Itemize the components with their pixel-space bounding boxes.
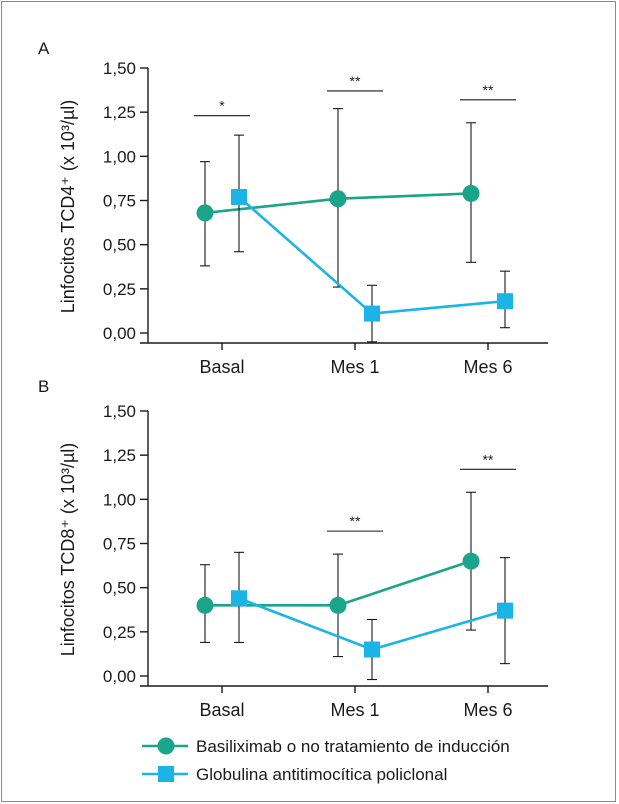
- x-tick-label: Mes 1: [330, 357, 379, 377]
- series-point-square: [364, 305, 380, 322]
- y-tick-label: 0,25: [103, 623, 136, 642]
- legend-marker-square: [158, 766, 174, 782]
- y-axis-title: Linfocitos TCD8⁺ (x 10³/µl): [58, 443, 78, 657]
- series-point-square: [497, 293, 513, 310]
- significance-label: **: [350, 513, 361, 529]
- series-point-square: [364, 641, 380, 658]
- y-tick-label: 0,00: [103, 667, 136, 686]
- series-point-square: [231, 188, 247, 205]
- y-tick-label: 0,50: [103, 579, 136, 598]
- series-point-circle: [329, 190, 347, 208]
- y-tick-label: 1,00: [103, 490, 136, 509]
- x-tick-label: Basal: [199, 700, 244, 720]
- series-point-circle: [462, 184, 480, 202]
- y-tick-label: 1,50: [103, 59, 136, 78]
- legend-marker-circle: [157, 737, 175, 755]
- x-tick-label: Basal: [199, 357, 244, 377]
- series-point-circle: [329, 596, 347, 614]
- significance-label: **: [483, 451, 494, 467]
- y-tick-label: 0,25: [103, 280, 136, 299]
- significance-label: *: [219, 98, 225, 114]
- x-tick-label: Mes 6: [463, 700, 512, 720]
- y-tick-label: 0,75: [103, 192, 136, 211]
- panel-label: B: [38, 377, 49, 396]
- significance-label: **: [350, 73, 361, 89]
- x-tick-label: Mes 6: [463, 357, 512, 377]
- y-tick-label: 1,25: [103, 446, 136, 465]
- y-tick-label: 0,50: [103, 236, 136, 255]
- series-point-circle: [462, 552, 480, 570]
- x-tick-label: Mes 1: [330, 700, 379, 720]
- y-tick-label: 1,50: [103, 402, 136, 421]
- legend-label: Basiliximab o no tratamiento de inducció…: [196, 737, 510, 756]
- series-point-circle: [196, 596, 214, 614]
- significance-label: **: [483, 82, 494, 98]
- legend-label: Globulina antitimocítica policlonal: [196, 765, 447, 784]
- y-tick-label: 0,75: [103, 535, 136, 554]
- series-point-square: [231, 590, 247, 607]
- series-point-circle: [196, 204, 214, 222]
- y-tick-label: 0,00: [103, 324, 136, 343]
- y-tick-label: 1,25: [103, 103, 136, 122]
- panel-label: A: [38, 39, 50, 58]
- y-axis-title: Linfocitos TCD4⁺ (x 10³/µl): [58, 100, 78, 314]
- series-point-square: [497, 602, 513, 619]
- y-tick-label: 1,00: [103, 147, 136, 166]
